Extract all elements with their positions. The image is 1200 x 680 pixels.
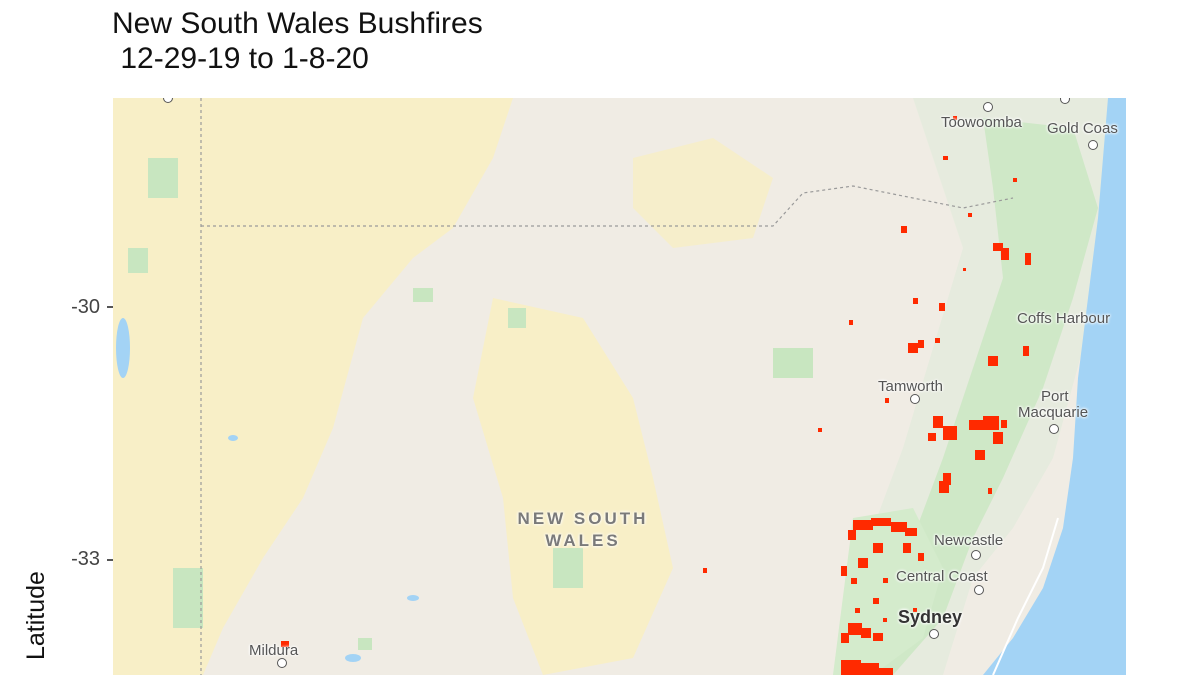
toowoomba-marker <box>983 102 993 112</box>
y-tick-mark-30 <box>107 306 113 308</box>
place-port-macquarie-2: Macquarie <box>1018 404 1089 421</box>
place-sydney: Sydney <box>898 607 963 627</box>
place-toowoomba: Toowoomba <box>941 114 1022 131</box>
port-macquarie-marker <box>1049 424 1059 434</box>
place-tamworth: Tamworth <box>878 378 944 395</box>
place-port-macquarie-1: Port <box>1041 388 1069 405</box>
place-mildura: Mildura <box>249 642 299 659</box>
newcastle-marker <box>971 550 981 560</box>
map-panel[interactable]: Toowoomba Gold Coas Coffs Harbour Tamwor… <box>113 98 1126 675</box>
place-central-coast: Central Coast <box>896 568 988 585</box>
y-tick-label-30: -30 <box>71 296 100 318</box>
chart-title: New South Wales Bushfires 12-29-19 to 1-… <box>112 7 483 75</box>
place-coffs-harbour: Coffs Harbour <box>1017 310 1111 327</box>
y-tick-mark-33 <box>107 559 113 561</box>
y-axis-label: Latitude <box>22 571 50 660</box>
central-coast-marker <box>974 585 984 595</box>
map-basemap <box>113 98 1126 675</box>
sydney-marker <box>929 629 939 639</box>
place-gold-coast: Gold Coas <box>1047 120 1118 137</box>
place-newcastle: Newcastle <box>934 532 1004 549</box>
tamworth-marker <box>910 394 920 404</box>
brisbane-marker <box>1060 98 1070 104</box>
y-tick-label-33: -33 <box>71 548 100 570</box>
region-label: NEW SOUTH WALES <box>517 509 649 550</box>
gold-coast-marker <box>1088 140 1098 150</box>
mildura-marker <box>277 658 287 668</box>
